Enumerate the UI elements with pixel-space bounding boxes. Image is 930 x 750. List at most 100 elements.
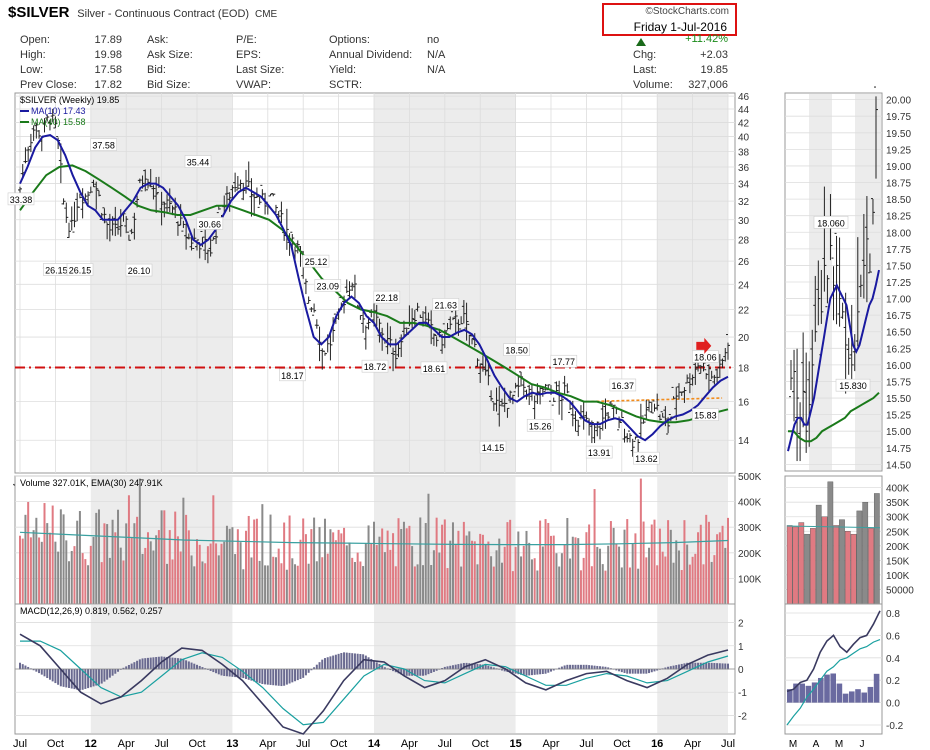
volume-bar [383,552,386,604]
macd-hist-bar [138,659,141,670]
macd-hist-bar [234,669,237,678]
annotation-label: 18.50 [505,346,528,356]
legend-ma40: MA(40) 15.58 [31,117,86,127]
y-tick-label: 100K [738,574,762,585]
quote-label: Last: [633,64,657,76]
macd-hist-bar [618,669,621,672]
annotation-box [432,298,460,311]
macd-hist-bar [136,660,139,670]
macd-hist-bar [57,669,60,685]
macd-hist-bar [152,657,155,670]
quote-value: 17.82 [94,79,122,91]
annotation-label: 18.060 [817,218,845,228]
volume-bar [84,559,87,604]
y-tick-label: 14.50 [886,460,911,471]
macd-hist-bar [307,669,310,673]
volume-bar [481,534,484,604]
macd-hist-bar [727,663,729,670]
volume-bar [656,565,659,604]
volume-bar [57,551,60,604]
x-tick-label: Oct [472,738,489,750]
annotation-label: 23.09 [317,281,340,291]
y-tick-label: 15.50 [886,394,911,405]
volume-bar [645,557,648,604]
volume-bar [163,510,166,604]
volume-bar [258,560,261,604]
volume-bar [792,526,799,605]
x-tick-label: Oct [330,738,347,750]
macd-hist-bar [212,669,215,673]
detail-ma-line [787,269,880,452]
quote-label: Ask: [147,34,169,46]
macd-hist-bar [427,669,430,675]
ma10-line [19,134,729,442]
y-tick-label: 17.25 [886,278,911,289]
right-arrow-icon [696,337,712,354]
volume-bar [588,524,591,604]
volume-bar [566,518,569,604]
y-tick-label: 500K [738,472,762,483]
macd-hist-bar [861,692,867,703]
volume-bar [798,522,805,605]
y-tick-label: 24 [738,280,750,291]
macd-hist-bar [656,669,659,671]
macd-hist-bar [294,669,297,682]
y-tick-label: 0.6 [886,631,900,642]
x-tick-label: Jul [13,738,27,750]
volume-bar [378,536,381,604]
macd-hist-bar [582,664,585,670]
macd-hist-bar [299,669,302,679]
macd-hist-bar [209,669,212,671]
volume-bar [43,503,46,604]
annotation-label: 15.830 [839,381,867,391]
macd-hist-bar [291,669,294,683]
annotation-label: 17.77 [553,357,576,367]
y-tick-label: 100K [886,571,910,582]
macd-hist-bar [381,665,384,670]
volume-bar [827,481,834,605]
macd-hist-bar [343,652,346,670]
macd-hist-bar [215,669,218,674]
macd-hist-bar [650,669,653,673]
brand-logo[interactable]: ©StockCharts.com [645,6,729,17]
volume-bar [462,521,465,604]
volume-bar [307,563,310,604]
volume-bar [634,533,637,604]
volume-bar [174,511,177,604]
volume-bar [187,530,190,604]
macd-hist-bar [604,666,607,670]
macd-hist-bar [585,664,588,670]
macd-hist-bar [51,669,54,682]
macd-hist-bar [571,664,574,670]
macd-hist-bar [574,664,577,670]
volume-bar [364,543,367,604]
volume-bar [329,529,332,604]
macd-hist-bar [601,666,604,670]
volume-bar [590,566,593,604]
quote-label: VWAP: [236,79,272,91]
volume-bar [691,556,694,604]
volume-bar [373,521,375,604]
volume-bar [206,546,209,604]
macd-hist-bar [201,667,204,670]
price-title: $SILVER (Weekly) 19.85 [20,95,119,105]
volume-bar [487,541,490,604]
volume-bar [32,530,35,604]
volume-bar [405,528,408,604]
macd-hist-bar [648,669,651,674]
quote-label: P/E: [236,34,257,46]
macd-hist-bar [155,657,158,670]
macd-hist-bar [46,669,49,679]
change-percent: +11.42% [685,33,728,45]
macd-hist-bar [454,664,457,670]
volume-bar [304,534,307,604]
volume-bar [669,529,672,604]
volume-bar [190,555,193,604]
annotation-label: 37.58 [92,141,115,151]
volume-bar [471,540,474,604]
macd-hist-bar [334,654,337,670]
macd-hist-bar [533,669,536,675]
volume-bar [117,509,120,604]
annotation-label: 26.10 [128,266,151,276]
volume-bar [38,537,41,604]
